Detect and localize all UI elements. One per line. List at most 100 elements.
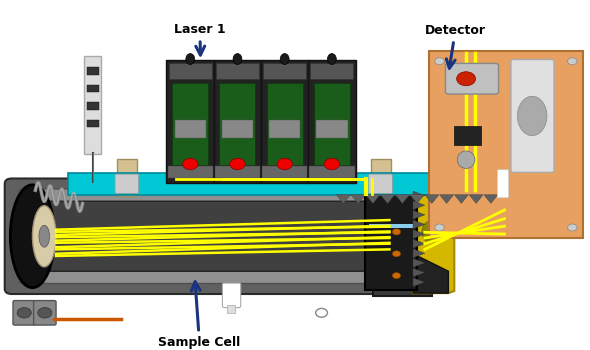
Circle shape: [17, 308, 31, 318]
Polygon shape: [413, 254, 448, 293]
Circle shape: [230, 158, 245, 170]
FancyBboxPatch shape: [13, 301, 35, 325]
Circle shape: [568, 224, 577, 231]
FancyBboxPatch shape: [87, 120, 99, 127]
FancyBboxPatch shape: [115, 174, 139, 194]
FancyBboxPatch shape: [309, 166, 355, 178]
FancyBboxPatch shape: [38, 201, 375, 271]
FancyBboxPatch shape: [87, 85, 99, 92]
Ellipse shape: [39, 225, 50, 247]
Circle shape: [324, 158, 340, 170]
Ellipse shape: [457, 151, 475, 168]
Circle shape: [392, 229, 401, 235]
FancyBboxPatch shape: [87, 102, 99, 110]
FancyBboxPatch shape: [168, 166, 213, 178]
Ellipse shape: [233, 54, 242, 64]
Circle shape: [457, 72, 476, 86]
Circle shape: [38, 308, 52, 318]
FancyBboxPatch shape: [365, 192, 417, 290]
FancyBboxPatch shape: [454, 126, 481, 145]
FancyBboxPatch shape: [87, 67, 99, 75]
Ellipse shape: [422, 221, 440, 243]
FancyBboxPatch shape: [175, 120, 206, 138]
FancyBboxPatch shape: [261, 60, 309, 183]
FancyBboxPatch shape: [373, 250, 391, 264]
FancyBboxPatch shape: [219, 83, 255, 164]
FancyBboxPatch shape: [19, 189, 412, 284]
Circle shape: [435, 58, 444, 65]
Ellipse shape: [327, 54, 336, 64]
FancyBboxPatch shape: [308, 60, 356, 183]
Circle shape: [392, 273, 401, 279]
Polygon shape: [413, 239, 425, 248]
Circle shape: [183, 158, 198, 170]
FancyBboxPatch shape: [269, 120, 300, 138]
FancyBboxPatch shape: [84, 56, 101, 154]
FancyBboxPatch shape: [369, 224, 413, 228]
FancyBboxPatch shape: [214, 60, 261, 183]
Polygon shape: [413, 230, 425, 238]
Polygon shape: [413, 268, 425, 277]
Text: Laser 1: Laser 1: [174, 23, 225, 55]
FancyBboxPatch shape: [15, 205, 47, 267]
Ellipse shape: [186, 54, 195, 64]
FancyBboxPatch shape: [216, 63, 259, 79]
FancyBboxPatch shape: [497, 170, 509, 198]
Circle shape: [316, 308, 327, 317]
FancyBboxPatch shape: [222, 283, 241, 308]
Polygon shape: [351, 195, 365, 203]
FancyBboxPatch shape: [169, 63, 212, 79]
FancyBboxPatch shape: [222, 120, 253, 138]
FancyBboxPatch shape: [445, 63, 499, 94]
Polygon shape: [336, 195, 350, 203]
Polygon shape: [413, 220, 425, 229]
Polygon shape: [484, 195, 498, 203]
FancyBboxPatch shape: [68, 173, 502, 195]
FancyBboxPatch shape: [215, 166, 260, 178]
Ellipse shape: [32, 206, 56, 267]
FancyBboxPatch shape: [172, 83, 208, 164]
FancyBboxPatch shape: [373, 229, 391, 242]
FancyBboxPatch shape: [117, 159, 137, 196]
FancyBboxPatch shape: [373, 191, 432, 296]
Polygon shape: [381, 195, 395, 203]
Circle shape: [435, 224, 444, 231]
Polygon shape: [440, 195, 454, 203]
Polygon shape: [395, 195, 409, 203]
FancyBboxPatch shape: [310, 63, 353, 79]
Polygon shape: [413, 249, 425, 258]
FancyBboxPatch shape: [369, 174, 392, 194]
Polygon shape: [454, 195, 468, 203]
FancyBboxPatch shape: [262, 166, 307, 178]
Polygon shape: [366, 195, 380, 203]
FancyBboxPatch shape: [34, 301, 56, 325]
Ellipse shape: [280, 54, 289, 64]
Polygon shape: [413, 191, 425, 200]
FancyBboxPatch shape: [371, 159, 391, 196]
FancyBboxPatch shape: [314, 83, 350, 164]
Polygon shape: [425, 195, 439, 203]
FancyBboxPatch shape: [263, 63, 306, 79]
FancyBboxPatch shape: [373, 272, 391, 286]
FancyBboxPatch shape: [166, 60, 214, 183]
Circle shape: [568, 58, 577, 65]
FancyBboxPatch shape: [429, 51, 583, 238]
FancyBboxPatch shape: [511, 60, 554, 173]
FancyBboxPatch shape: [5, 178, 432, 294]
FancyBboxPatch shape: [373, 206, 391, 220]
Ellipse shape: [11, 185, 54, 288]
Circle shape: [392, 251, 401, 257]
Ellipse shape: [517, 96, 547, 135]
FancyBboxPatch shape: [316, 120, 348, 138]
Circle shape: [277, 158, 293, 170]
Polygon shape: [410, 195, 424, 203]
Text: Detector: Detector: [425, 24, 486, 68]
Polygon shape: [413, 193, 454, 293]
FancyBboxPatch shape: [227, 304, 235, 313]
FancyBboxPatch shape: [267, 83, 303, 164]
Polygon shape: [469, 195, 483, 203]
Polygon shape: [413, 278, 425, 287]
Polygon shape: [413, 259, 425, 267]
Polygon shape: [413, 201, 425, 210]
Text: Sample Cell: Sample Cell: [158, 282, 241, 349]
